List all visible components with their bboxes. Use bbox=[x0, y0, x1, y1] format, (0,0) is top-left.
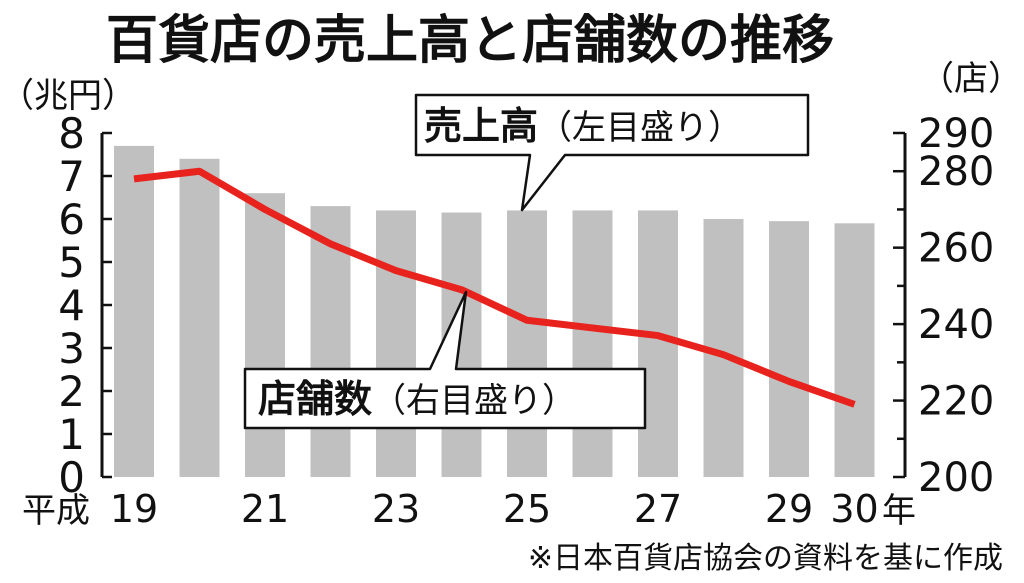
chart-title: 百貨店の売上高と店舗数の推移 bbox=[106, 11, 834, 71]
x-tick-label: 29 bbox=[765, 487, 813, 531]
left-axis-tick-label: 0 bbox=[58, 453, 85, 502]
sales-bar bbox=[507, 210, 547, 477]
right-axis-tick-label: 280 bbox=[918, 149, 994, 195]
sales-callout-label: 売上高（左目盛り） bbox=[424, 104, 742, 148]
sales-bar bbox=[179, 158, 220, 478]
sales-bar bbox=[376, 210, 416, 477]
sales-callout-name: 売上高 bbox=[424, 104, 538, 148]
stores-callout-box bbox=[243, 290, 647, 430]
left-axis-tick-label: 6 bbox=[58, 195, 85, 244]
right-axis-tick-label: 220 bbox=[918, 379, 994, 425]
x-tick-labels: 19 21 23 25 27 29 30 bbox=[110, 487, 879, 531]
left-axis-tick-label: 7 bbox=[58, 152, 85, 201]
sales-bar bbox=[638, 210, 678, 477]
right-axis-tick-label: 290 bbox=[918, 111, 994, 157]
sales-bar bbox=[769, 221, 809, 477]
x-tick-label: 30 bbox=[830, 487, 878, 531]
sales-bars bbox=[114, 145, 875, 478]
right-axis-tick-label: 260 bbox=[918, 226, 994, 272]
stores-line-layer bbox=[133, 167, 856, 408]
sales-callout: 売上高（左目盛り） bbox=[414, 93, 810, 212]
x-tick-label: 19 bbox=[110, 487, 158, 531]
sales-callout-box bbox=[414, 93, 810, 212]
sales-bar bbox=[572, 210, 613, 477]
x-tick-label: 23 bbox=[372, 487, 420, 531]
source-note: ※日本百貨店協会の資料を基に作成 bbox=[528, 541, 1003, 576]
sales-bar bbox=[245, 193, 285, 477]
sales-callout-scale: （左目盛り） bbox=[538, 108, 742, 148]
left-axis-tick-label: 4 bbox=[58, 281, 85, 330]
x-tick-label: 21 bbox=[241, 487, 289, 531]
left-axis-tick-label: 2 bbox=[58, 367, 85, 416]
left-axis-tick-label: 5 bbox=[58, 238, 85, 287]
left-axis-tick-label: 1 bbox=[58, 410, 85, 459]
stores-callout-scale: （右目盛り） bbox=[372, 381, 576, 421]
stores-callout-label: 店舗数（右目盛り） bbox=[258, 377, 576, 421]
stores-line bbox=[133, 167, 856, 408]
left-axis-unit: （兆円） bbox=[0, 76, 136, 116]
stores-callout: 店舗数（右目盛り） bbox=[243, 290, 647, 430]
sales-bar bbox=[114, 145, 154, 477]
x-tick-label: 27 bbox=[634, 487, 682, 531]
left-axis-tick-label: 8 bbox=[58, 109, 85, 158]
right-axis-tick-label: 200 bbox=[918, 455, 994, 501]
x-axis-prefix: 平成 bbox=[22, 491, 90, 531]
sales-bar bbox=[834, 223, 875, 477]
stores-callout-name: 店舗数 bbox=[258, 377, 372, 421]
right-axis-unit: （店） bbox=[920, 59, 1022, 99]
x-axis-suffix: 年 bbox=[882, 491, 916, 531]
right-axis-tick-label: 240 bbox=[918, 302, 994, 348]
left-axis-tick-label: 3 bbox=[58, 324, 85, 373]
x-tick-label: 25 bbox=[503, 487, 551, 531]
